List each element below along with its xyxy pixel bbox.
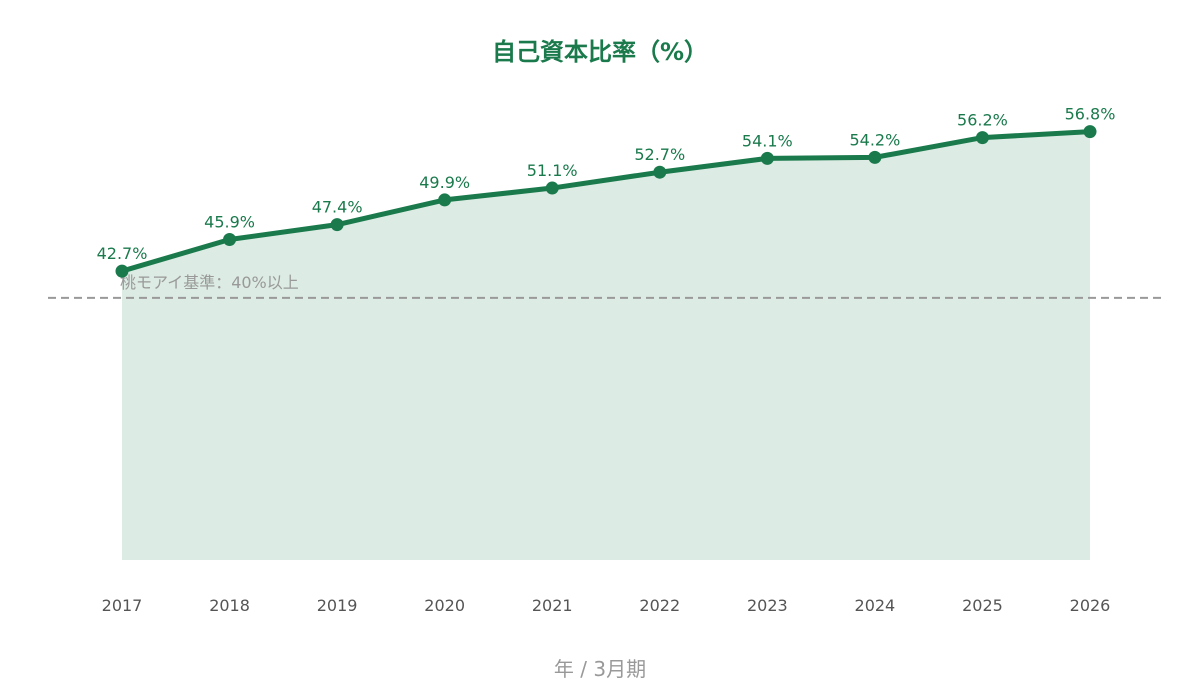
- data-labels-layer: 42.7% 45.9% 47.4% 49.9% 51.1% 52.7% 54.1% 54.2%…: [97, 105, 1116, 263]
- data-label-2024: 54.2%: [849, 130, 900, 149]
- x-tick-2022: 2022: [639, 596, 680, 615]
- x-tick-2024: 2024: [855, 596, 896, 615]
- area-layer: [122, 131, 1090, 560]
- data-point-2019: [330, 218, 344, 232]
- data-point-2018: [223, 232, 237, 246]
- x-tick-2018: 2018: [209, 596, 250, 615]
- x-tick-2020: 2020: [424, 596, 465, 615]
- data-point-2022: [653, 165, 667, 179]
- data-label-2019: 47.4%: [312, 198, 363, 217]
- data-label-2020: 49.9%: [419, 173, 470, 192]
- data-label-2018: 45.9%: [204, 212, 255, 231]
- reference-layer: 桃モアイ基準：40%以上: [48, 273, 1166, 299]
- series-line: [119, 129, 1093, 274]
- points-layer: [115, 125, 1097, 278]
- data-point-2023: [760, 151, 774, 165]
- line-layer: [119, 129, 1093, 274]
- data-point-2021: [545, 181, 559, 195]
- x-tick-2017: 2017: [102, 596, 143, 615]
- x-tick-layer: 2017 2018 2019 2020 2021 2022 2023 2024 2025 2026: [102, 596, 1111, 615]
- data-point-2025: [975, 131, 989, 145]
- data-label-2026: 56.8%: [1065, 105, 1116, 124]
- x-tick-2025: 2025: [962, 596, 1003, 615]
- x-tick-2026: 2026: [1070, 596, 1111, 615]
- data-label-2017: 42.7%: [97, 244, 148, 263]
- x-axis-label: 年 / 3月期: [554, 657, 646, 681]
- area-fill: [122, 131, 1090, 560]
- x-tick-2021: 2021: [532, 596, 573, 615]
- data-point-2026: [1083, 125, 1097, 139]
- x-tick-2019: 2019: [317, 596, 358, 615]
- reference-label: 桃モアイ基準：40%以上: [120, 273, 299, 292]
- chart-title: 自己資本比率（%）: [492, 38, 708, 66]
- data-point-2020: [438, 193, 452, 207]
- data-label-2022: 52.7%: [634, 145, 685, 164]
- data-point-2017: [115, 264, 129, 278]
- data-label-2021: 51.1%: [527, 161, 578, 180]
- x-tick-2023: 2023: [747, 596, 788, 615]
- data-point-2024: [868, 150, 882, 164]
- data-label-2023: 54.1%: [742, 131, 793, 150]
- data-label-2025: 56.2%: [957, 111, 1008, 130]
